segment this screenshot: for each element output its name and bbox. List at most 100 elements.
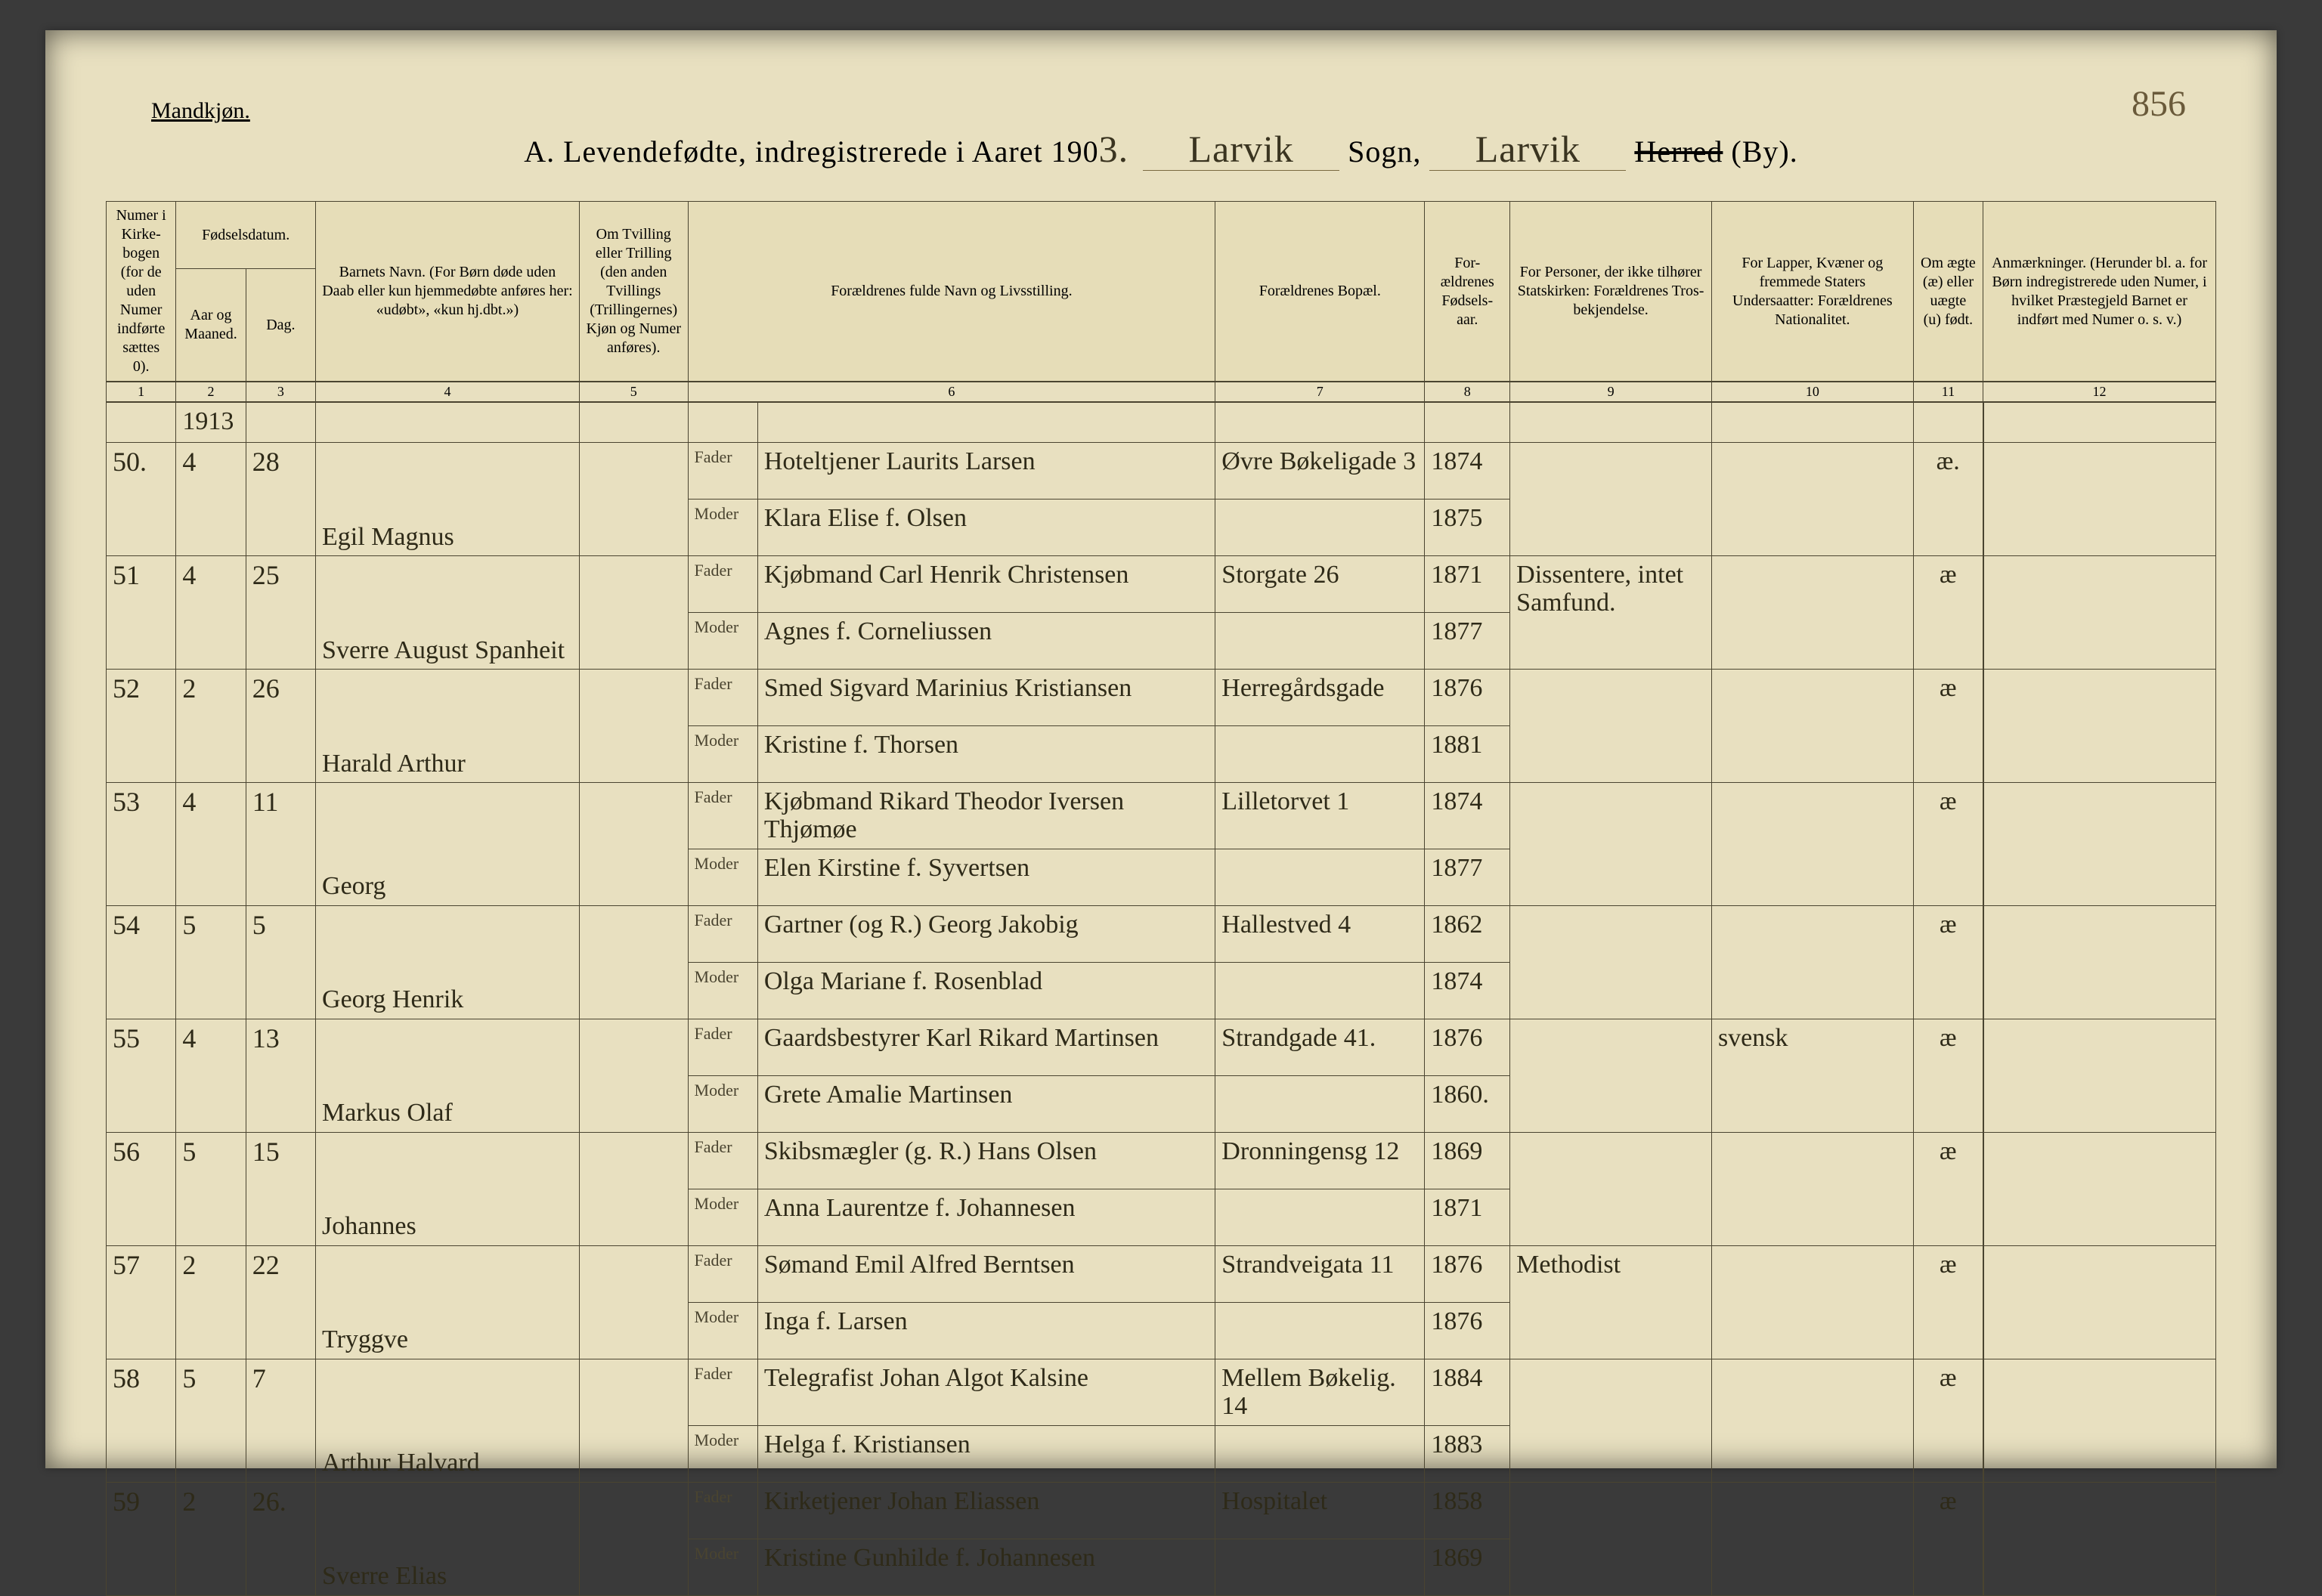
cell-fader-name: Skibsmægler (g. R.) Hans Olsen: [757, 1132, 1215, 1189]
cell-father-year: 1876: [1425, 1245, 1510, 1302]
title-sogn-hand-2: Larvik: [1429, 128, 1626, 171]
table-row-father: 54 5 5 Georg Henrik Fader Gartner (og R.…: [107, 905, 2216, 962]
cell-bopel-2: [1215, 1302, 1425, 1359]
cell-nationality: [1711, 1245, 1913, 1359]
cell-num: 57: [107, 1245, 176, 1359]
cell-moder-label: Moder: [688, 1075, 757, 1132]
cell-father-year: 1869: [1425, 1132, 1510, 1189]
cell-father-year: 1874: [1425, 783, 1510, 849]
cell-moder-name: Agnes f. Corneliussen: [757, 613, 1215, 670]
register-table: Numer i Kirke-bogen (for de uden Numer i…: [106, 201, 2216, 1596]
cell-fader-label: Fader: [688, 1245, 757, 1302]
cell-bopel: Mellem Bøkelig. 14: [1215, 1359, 1425, 1425]
cell-remarks: [1983, 905, 2216, 1019]
colnum: 10: [1711, 382, 1913, 402]
cell-num: 58: [107, 1359, 176, 1482]
cell-fader-name: Kjøbmand Rikard Theodor Iversen Thjømøe: [757, 783, 1215, 849]
cell-moder-name: Inga f. Larsen: [757, 1302, 1215, 1359]
cell-num: 53: [107, 783, 176, 906]
cell-twins: [579, 1482, 688, 1595]
cell-bopel: Strandveigata 11: [1215, 1245, 1425, 1302]
paper-sheet: Mandkjøn. 856 A. Levendefødte, indregist…: [45, 30, 2277, 1468]
cell-child-name: Egil Magnus: [316, 443, 580, 556]
cell-month: 2: [176, 1482, 246, 1595]
cell-legitimacy: æ.: [1913, 443, 1983, 556]
colnum: 1: [107, 382, 176, 402]
title-year-hand: 3.: [1099, 128, 1135, 170]
cell-moder-name: Klara Elise f. Olsen: [757, 500, 1215, 556]
cell-moder-name: Kristine f. Thorsen: [757, 726, 1215, 783]
cell-fader-name: Sømand Emil Alfred Berntsen: [757, 1245, 1215, 1302]
cell-fader-name: Hoteltjener Laurits Larsen: [757, 443, 1215, 500]
cell-bopel: Øvre Bøkeligade 3: [1215, 443, 1425, 500]
cell-fader-label: Fader: [688, 905, 757, 962]
cell-bopel-2: [1215, 849, 1425, 905]
cell-religion: Methodist: [1510, 1245, 1712, 1359]
cell-religion: [1510, 1359, 1712, 1482]
col-header-8: For-ældrenes Fødsels-aar.: [1425, 202, 1510, 382]
cell-moder-name: Anna Laurentze f. Johannesen: [757, 1189, 1215, 1245]
cell-bopel-2: [1215, 1425, 1425, 1482]
col-header-1: Numer i Kirke-bogen (for de uden Numer i…: [107, 202, 176, 382]
cell-bopel-2: [1215, 962, 1425, 1019]
cell-num: 55: [107, 1019, 176, 1132]
cell-remarks: [1983, 1359, 2216, 1482]
col-header-10: For Lapper, Kvæner og fremmede Staters U…: [1711, 202, 1913, 382]
cell-mother-year: 1876: [1425, 1302, 1510, 1359]
cell-child-name: Georg: [316, 783, 580, 906]
column-number-row: 1 2 3 4 5 6 7 8 9 10 11 12: [107, 382, 2216, 402]
cell-mother-year: 1871: [1425, 1189, 1510, 1245]
cell-day: 25: [246, 556, 315, 670]
cell-twins: [579, 1359, 688, 1482]
cell-legitimacy: æ: [1913, 1245, 1983, 1359]
title-sogn-label: Sogn,: [1348, 135, 1421, 169]
cell-bopel: Strandgade 41.: [1215, 1019, 1425, 1075]
cell-nationality: [1711, 1132, 1913, 1245]
cell-child-name: Georg Henrik: [316, 905, 580, 1019]
cell-num: 56: [107, 1132, 176, 1245]
cell-moder-label: Moder: [688, 613, 757, 670]
cell-num: 59: [107, 1482, 176, 1595]
cell-month: 5: [176, 1359, 246, 1482]
cell-month: 2: [176, 670, 246, 783]
cell-legitimacy: æ: [1913, 783, 1983, 906]
col-header-12: Anmærkninger. (Herunder bl. a. for Børn …: [1983, 202, 2216, 382]
cell-religion: [1510, 1019, 1712, 1132]
cell-month: 5: [176, 1132, 246, 1245]
cell-moder-name: Kristine Gunhilde f. Johannesen: [757, 1539, 1215, 1595]
cell-twins: [579, 443, 688, 556]
title-sogn-hand-1: Larvik: [1143, 128, 1339, 171]
cell-mother-year: 1869: [1425, 1539, 1510, 1595]
cell-moder-label: Moder: [688, 962, 757, 1019]
table-row-father: 52 2 26 Harald Arthur Fader Smed Sigvard…: [107, 670, 2216, 726]
cell-day: 26: [246, 670, 315, 783]
cell-remarks: [1983, 443, 2216, 556]
colnum: 12: [1983, 382, 2216, 402]
cell-nationality: [1711, 783, 1913, 906]
cell-father-year: 1858: [1425, 1482, 1510, 1539]
cell-fader-label: Fader: [688, 670, 757, 726]
cell-twins: [579, 905, 688, 1019]
cell-fader-name: Gartner (og R.) Georg Jakobig: [757, 905, 1215, 962]
cell-moder-label: Moder: [688, 500, 757, 556]
cell-religion: [1510, 1482, 1712, 1595]
cell-remarks: [1983, 1245, 2216, 1359]
cell-child-name: Tryggve: [316, 1245, 580, 1359]
colnum: 4: [316, 382, 580, 402]
cell-num: 50.: [107, 443, 176, 556]
cell-twins: [579, 1132, 688, 1245]
cell-religion: [1510, 443, 1712, 556]
cell-nationality: [1711, 556, 1913, 670]
cell-bopel-2: [1215, 1075, 1425, 1132]
cell-legitimacy: æ: [1913, 1359, 1983, 1482]
cell-mother-year: 1881: [1425, 726, 1510, 783]
cell-legitimacy: æ: [1913, 1132, 1983, 1245]
cell-twins: [579, 1245, 688, 1359]
cell-religion: [1510, 783, 1712, 906]
cell-father-year: 1862: [1425, 905, 1510, 962]
cell-bopel: Storgate 26: [1215, 556, 1425, 613]
cell-nationality: [1711, 443, 1913, 556]
cell-religion: [1510, 670, 1712, 783]
cell-fader-name: Telegrafist Johan Algot Kalsine: [757, 1359, 1215, 1425]
colnum: 6: [688, 382, 1215, 402]
